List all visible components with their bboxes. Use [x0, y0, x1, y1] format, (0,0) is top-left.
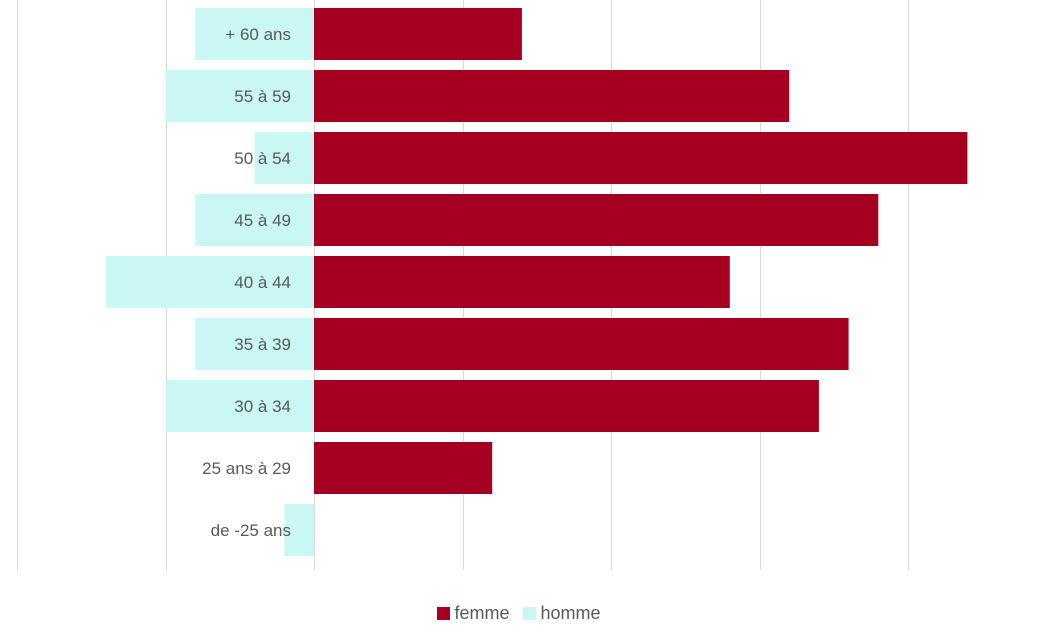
- bar-homme: [165, 380, 314, 432]
- category-label: 55 à 59: [234, 87, 291, 106]
- bar-homme: [195, 194, 314, 246]
- bar-femme: [314, 380, 819, 432]
- series-femme: [314, 8, 968, 494]
- category-label: 35 à 39: [234, 335, 291, 354]
- population-pyramid-chart: + 60 ans 55 à 59 50 à 54 45 à 49 40 à 44 35 à…: [17, 0, 968, 570]
- legend-label-homme: homme: [540, 603, 601, 623]
- legend-item-femme: femme: [437, 603, 509, 624]
- category-label: + 60 ans: [225, 25, 291, 44]
- bar-homme: [165, 70, 314, 122]
- category-label: 25 ans à 29: [202, 459, 291, 478]
- category-label: 45 à 49: [234, 211, 291, 230]
- legend-item-homme: homme: [523, 603, 601, 624]
- bar-femme: [314, 318, 849, 370]
- legend-label-femme: femme: [454, 603, 510, 623]
- bar-femme: [314, 442, 493, 494]
- series-homme: [106, 8, 314, 556]
- category-label: 30 à 34: [234, 397, 291, 416]
- legend-swatch-homme: [523, 607, 537, 620]
- bar-homme: [284, 504, 314, 556]
- category-label: 50 à 54: [234, 149, 291, 168]
- category-label: de -25 ans: [211, 521, 291, 540]
- legend-swatch-femme: [437, 607, 451, 620]
- bar-homme: [106, 256, 314, 308]
- category-labels: + 60 ans 55 à 59 50 à 54 45 à 49 40 à 44 35 à…: [202, 25, 291, 540]
- bar-femme: [314, 132, 968, 184]
- bar-femme: [314, 8, 522, 60]
- bar-femme: [314, 70, 790, 122]
- legend: femme homme: [0, 603, 1038, 624]
- bar-homme: [254, 132, 314, 184]
- category-label: 40 à 44: [234, 273, 291, 292]
- bar-femme: [314, 194, 879, 246]
- bar-homme: [195, 8, 314, 60]
- bar-femme: [314, 256, 730, 308]
- bar-homme: [195, 318, 314, 370]
